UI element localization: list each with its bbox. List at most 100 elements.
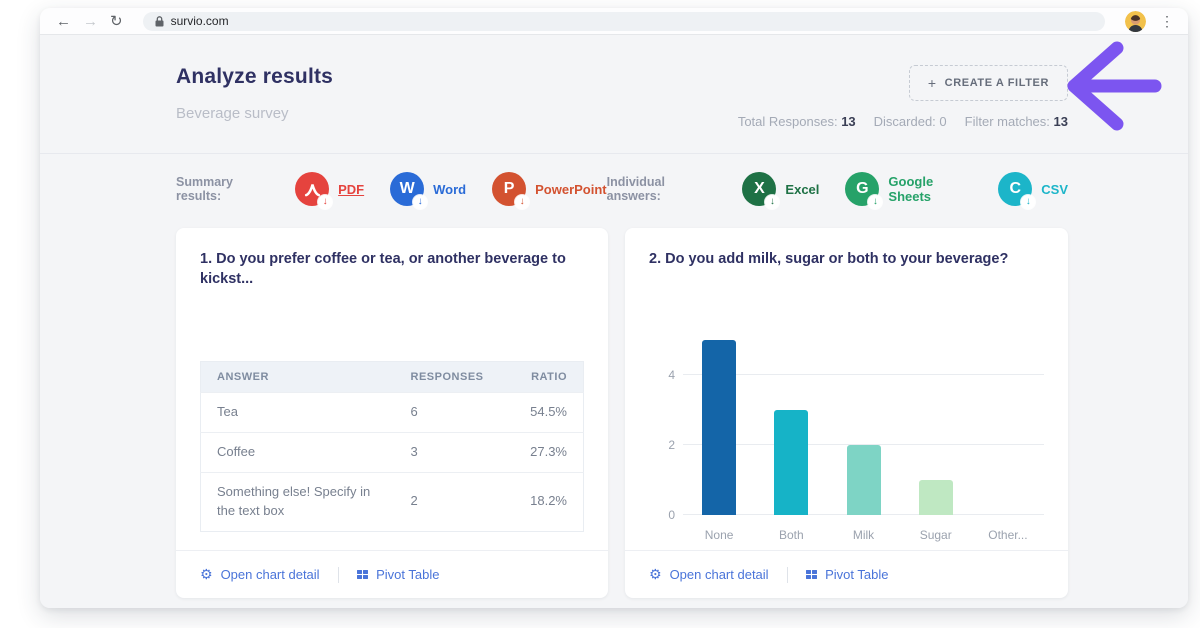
question-2-title: 2. Do you add milk, sugar or both to you… xyxy=(649,251,1009,267)
bar-column-other[interactable] xyxy=(972,330,1044,515)
export-pdf[interactable]: ↓ PDF xyxy=(295,172,365,209)
summary-results-label: Summary results: xyxy=(176,175,233,203)
create-filter-button[interactable]: + CREATE A FILTER xyxy=(908,65,1068,101)
google-sheets-icon: G ↓ xyxy=(845,172,883,209)
bar-column-sugar[interactable] xyxy=(900,330,972,515)
table-row: Coffee 3 27.3% xyxy=(200,431,584,473)
results-cards: 1. Do you prefer coffee or tea, or anoth… xyxy=(40,206,1188,598)
x-category-label: None xyxy=(704,527,734,542)
table-header-cell: Answer xyxy=(200,361,395,393)
bar-column-milk[interactable] xyxy=(827,330,899,515)
download-badge: ↓ xyxy=(318,195,333,209)
individual-answers-label: Individual answers: xyxy=(606,175,665,203)
forward-icon[interactable]: → xyxy=(83,12,98,30)
word-label: Word xyxy=(433,181,467,197)
table-cell: 6 xyxy=(394,392,500,433)
export-word[interactable]: W ↓ Word xyxy=(390,172,467,209)
open-chart-detail-link[interactable]: ⚙ Open chart detail xyxy=(200,566,320,583)
x-category-label: Both xyxy=(778,527,804,542)
gridline xyxy=(683,443,1044,445)
table-cell: Coffee xyxy=(200,431,395,473)
table-row: Something else! Specify in the text box 2… xyxy=(200,471,584,531)
powerpoint-icon: P ↓ xyxy=(492,172,530,209)
footer-separator xyxy=(786,566,788,583)
summary-exports: Summary results: ↓ PDF W xyxy=(176,172,607,209)
individual-exports: Individual answers: X ↓ Excel G ↓ xyxy=(606,172,1068,209)
plus-icon: + xyxy=(927,75,937,91)
bar[interactable] xyxy=(918,479,953,515)
pdf-label: PDF xyxy=(338,181,365,197)
download-badge: ↓ xyxy=(413,195,428,209)
bar-chart-xlabels: None Both Milk Sugar Other... xyxy=(683,528,1044,542)
exports-row: Summary results: ↓ PDF W xyxy=(40,154,1188,209)
pivot-table-icon xyxy=(805,570,818,579)
y-tick-label: 0 xyxy=(668,507,675,522)
browser-toolbar: ← → ↻ survio.com ⋮ xyxy=(40,8,1188,35)
download-badge: ↓ xyxy=(515,195,530,209)
question-1-footer: ⚙ Open chart detail Pivot Table xyxy=(176,550,608,598)
download-badge: ↓ xyxy=(1021,195,1036,209)
bar-column-both[interactable] xyxy=(755,330,827,515)
table-header-cell: Responses xyxy=(394,361,500,393)
question-2-card: 2. Do you add milk, sugar or both to you… xyxy=(625,228,1068,598)
y-tick-label: 4 xyxy=(668,367,675,382)
browser-window: ← → ↻ survio.com ⋮ xyxy=(40,8,1188,608)
google-sheets-label: Google Sheets xyxy=(888,174,934,204)
answers-table: Answer Responses Ratio Tea 6 54.5% Coffee 3 27.… xyxy=(200,361,584,532)
back-icon[interactable]: ← xyxy=(56,12,71,30)
table-cell: 54.5% xyxy=(499,392,584,433)
pivot-table-icon xyxy=(356,570,369,579)
bar[interactable] xyxy=(774,409,809,515)
table-cell: 3 xyxy=(394,431,500,473)
discarded: Discarded: 0 xyxy=(873,114,947,129)
table-header-cell: Ratio xyxy=(499,361,584,393)
footer-separator xyxy=(337,566,339,583)
bar-columns xyxy=(683,330,1044,515)
export-powerpoint[interactable]: P ↓ PowerPoint xyxy=(492,172,607,209)
page-title: Analyze results xyxy=(176,65,334,88)
total-responses: Total Responses: 13 xyxy=(737,114,856,129)
bar[interactable] xyxy=(846,444,881,515)
browser-menu-icon[interactable]: ⋮ xyxy=(1160,12,1174,29)
title-block: Analyze results Beverage survey xyxy=(176,65,333,122)
question-2-body: 2. Do you add milk, sugar or both to you… xyxy=(625,228,1068,550)
bar[interactable] xyxy=(702,339,737,515)
table-cell: 18.2% xyxy=(499,471,584,531)
x-category-label: Other... xyxy=(988,527,1028,542)
gear-icon: ⚙ xyxy=(649,566,662,583)
table-row: Tea 6 54.5% xyxy=(200,392,584,433)
bar-chart: 0 2 4 None Both Milk Sugar Other... xyxy=(668,330,1044,542)
csv-icon: C ↓ xyxy=(998,172,1036,209)
table-cell: Something else! Specify in the text box xyxy=(200,471,395,531)
address-bar[interactable]: survio.com xyxy=(142,11,1105,31)
table-cell: Tea xyxy=(200,392,395,433)
export-csv[interactable]: C ↓ CSV xyxy=(998,172,1068,209)
csv-label: CSV xyxy=(1041,181,1068,197)
table-cell: 2 xyxy=(394,471,500,531)
open-chart-detail-link[interactable]: ⚙ Open chart detail xyxy=(649,566,769,583)
y-tick-label: 2 xyxy=(668,437,675,452)
question-1-title: 1. Do you prefer coffee or tea, or anoth… xyxy=(200,251,566,287)
bar-chart-plot: 0 2 4 xyxy=(668,330,1044,522)
bar-column-none[interactable] xyxy=(683,330,755,515)
pivot-table-link[interactable]: Pivot Table xyxy=(356,567,439,582)
avatar[interactable] xyxy=(1125,10,1146,32)
reload-icon[interactable]: ↻ xyxy=(110,12,123,30)
table-cell: 27.3% xyxy=(499,431,584,473)
url-text: survio.com xyxy=(170,14,229,28)
powerpoint-label: PowerPoint xyxy=(535,181,607,197)
pdf-glyph xyxy=(304,183,320,196)
export-google-sheets[interactable]: G ↓ Google Sheets xyxy=(845,172,972,209)
excel-label: Excel xyxy=(785,181,820,197)
export-excel[interactable]: X ↓ Excel xyxy=(742,172,820,209)
create-filter-label: CREATE A FILTER xyxy=(944,77,1049,89)
pdf-icon: ↓ xyxy=(295,172,333,209)
download-badge: ↓ xyxy=(868,195,883,209)
survey-name: Beverage survey xyxy=(176,105,289,122)
word-icon: W ↓ xyxy=(390,172,428,209)
gridline xyxy=(683,373,1044,375)
filter-matches: Filter matches: 13 xyxy=(964,114,1068,129)
pivot-table-link[interactable]: Pivot Table xyxy=(805,567,888,582)
gear-icon: ⚙ xyxy=(200,566,213,583)
x-category-label: Sugar xyxy=(919,527,952,542)
